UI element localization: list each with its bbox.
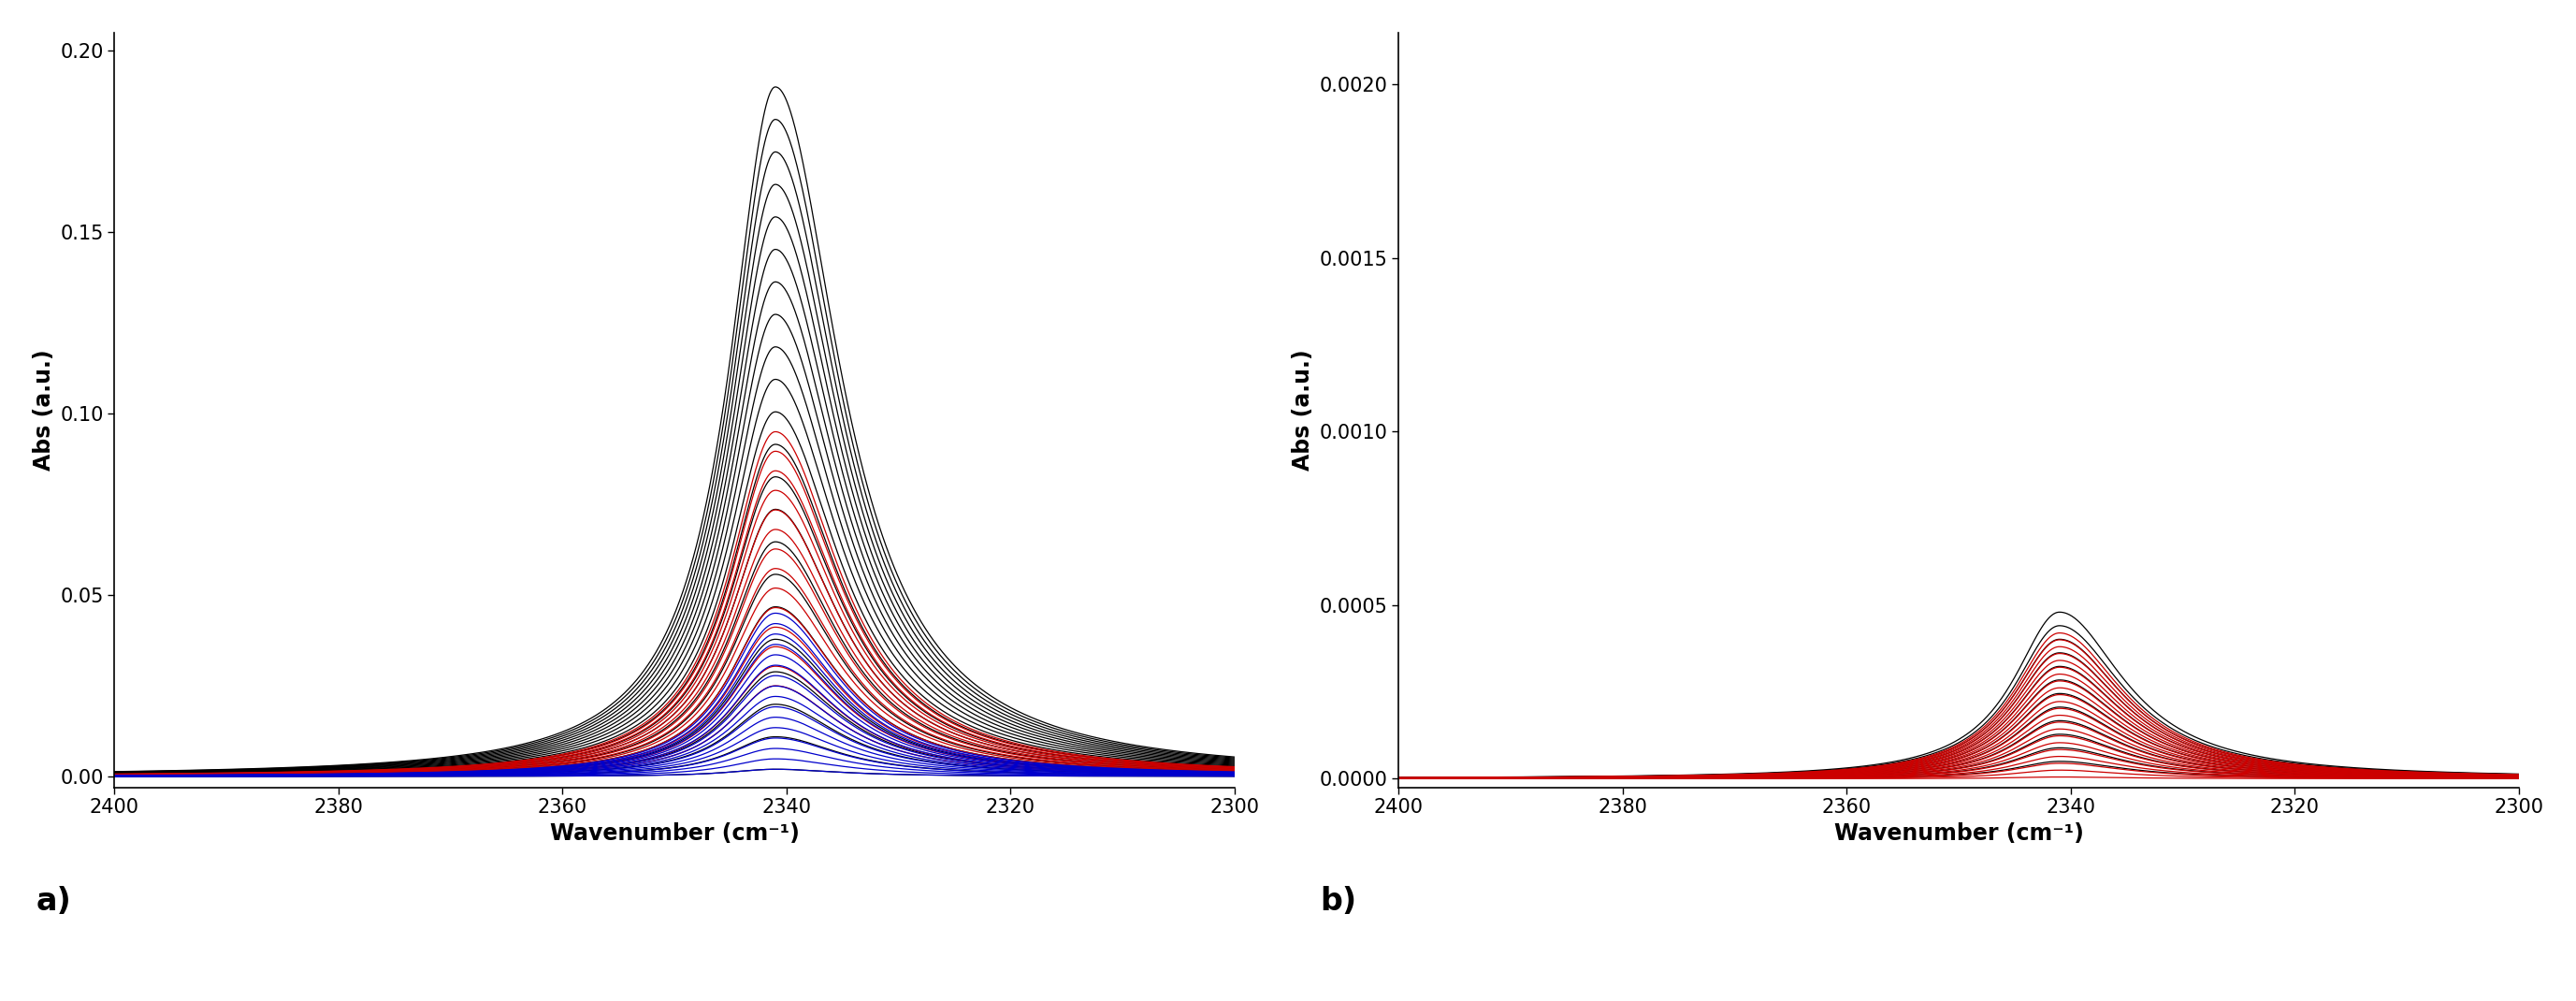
- Text: a): a): [36, 886, 72, 916]
- Y-axis label: Abs (a.u.): Abs (a.u.): [33, 349, 54, 470]
- Y-axis label: Abs (a.u.): Abs (a.u.): [1291, 349, 1314, 470]
- Text: b): b): [1321, 886, 1358, 916]
- X-axis label: Wavenumber (cm⁻¹): Wavenumber (cm⁻¹): [1834, 823, 2084, 845]
- X-axis label: Wavenumber (cm⁻¹): Wavenumber (cm⁻¹): [549, 823, 799, 845]
